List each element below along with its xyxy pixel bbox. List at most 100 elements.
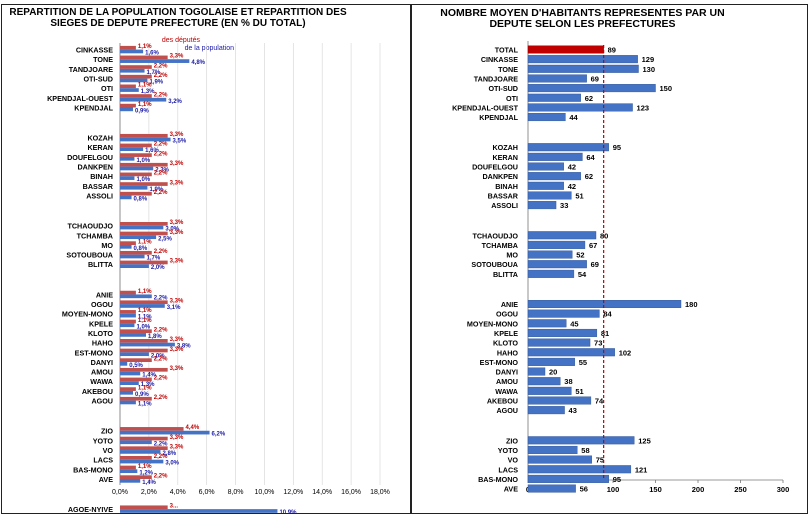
bar-blitta <box>527 269 575 278</box>
category-label-haho: HAHO <box>92 339 114 348</box>
bar-population-kpendjal <box>120 107 133 112</box>
bar-population-haho <box>120 342 175 347</box>
bar-population-assoli <box>120 195 132 200</box>
data-label-bas-mono: 95 <box>613 475 621 484</box>
bar-population-anie <box>120 294 152 299</box>
bar-agou <box>527 406 565 415</box>
data-label-population: 2,0% <box>151 353 165 359</box>
data-label-population: 1,2% <box>139 470 153 476</box>
data-label-oti: 62 <box>585 94 593 103</box>
category-label-amou: AMOU <box>496 377 518 386</box>
data-label-population: 3,1% <box>167 305 181 311</box>
data-label-kpendjal-ouest: 123 <box>637 103 650 112</box>
data-label-population: 3,5% <box>173 139 187 145</box>
data-label-bassar: 51 <box>575 191 583 200</box>
data-label-kozah: 95 <box>613 143 621 152</box>
bar-deputes-bas-mono <box>120 465 136 470</box>
category-label-ave: AVE <box>504 485 518 494</box>
data-label-deputes: 2,2% <box>154 249 168 255</box>
category-label-yoto: YOTO <box>498 446 519 455</box>
data-label-population: 0,8% <box>134 246 148 252</box>
bar-deputes-keran <box>120 143 152 148</box>
data-label-ogou: 84 <box>603 310 612 319</box>
bar-kpele <box>527 328 598 337</box>
data-label-deputes: 1,1% <box>138 102 152 108</box>
data-label-population: 1,9% <box>149 187 163 193</box>
data-label-population: 1,7% <box>147 256 161 262</box>
category-label-kozah: KOZAH <box>87 134 113 143</box>
bar-deputes-ogou <box>120 300 168 305</box>
data-label-population: 3,2% <box>168 99 182 105</box>
bar-deputes-cinkasse <box>120 45 136 50</box>
x-tick-label: 6,0% <box>199 489 215 496</box>
category-label-dankpen: DANKPEN <box>77 163 113 172</box>
x-tick-label: 250 <box>734 485 747 494</box>
bar-sotouboua <box>527 260 587 269</box>
category-label-oti: OTI <box>101 84 113 93</box>
data-label-deputes: 2,2% <box>154 356 168 362</box>
category-label-ogou: OGOU <box>91 300 113 309</box>
data-label-population: 3,0% <box>165 227 179 233</box>
category-label-zio: ZIO <box>506 436 518 445</box>
data-label-danyi: 20 <box>549 368 557 377</box>
bar-deputes-wawa <box>120 377 152 382</box>
data-label-keran: 64 <box>586 153 595 162</box>
bar-deputes-oti-sud <box>120 74 152 79</box>
category-label-oti-sud: OTI-SUD <box>83 74 113 83</box>
category-label-cinkasse: CINKASSE <box>481 55 518 64</box>
category-label-anie: ANIE <box>501 300 518 309</box>
data-label-population: 0,8% <box>134 196 148 202</box>
data-label-deputes: 3,3% <box>170 132 184 138</box>
bar-est-mono <box>527 357 575 366</box>
bar-deputes-danyi <box>120 358 152 362</box>
category-label-kpendjal-ouest: KPENDJAL-OUEST <box>47 94 114 103</box>
bar-deputes-tandjoare <box>120 65 152 69</box>
category-label-yoto: YOTO <box>93 436 114 445</box>
data-label-population: 2,3% <box>155 168 169 174</box>
data-label-deputes: 3,3% <box>170 444 184 450</box>
category-label-tandjoare: TANDJOARE <box>69 65 113 74</box>
data-label-population: 1,1% <box>138 402 152 408</box>
data-label-population: 1,3% <box>141 89 155 95</box>
x-tick-label: 200 <box>692 485 705 494</box>
bar-ogou <box>527 309 600 318</box>
bar-population-cinkasse <box>120 49 144 54</box>
data-label-kloto: 73 <box>594 339 602 348</box>
data-label-deputes: 2,2% <box>154 376 168 382</box>
data-label-total: 89 <box>608 46 616 55</box>
bar-deputes-akebou <box>120 387 136 391</box>
category-label-dankpen: DANKPEN <box>482 172 518 181</box>
bar-deputes-agou <box>120 396 152 401</box>
data-label-tandjoare: 69 <box>591 74 599 83</box>
data-label-blitta: 54 <box>578 270 587 279</box>
category-label-blitta: BLITTA <box>88 260 113 269</box>
bar-population-sotouboua <box>120 254 145 259</box>
data-label-population: 1,6% <box>145 148 159 154</box>
bar-deputes-assoli <box>120 191 152 196</box>
bar-deputes-est-mono <box>120 348 168 353</box>
bar-population-blitta <box>120 264 149 268</box>
data-label-population: 4,8% <box>191 60 205 66</box>
data-label-agou: 43 <box>569 406 577 415</box>
bar-population-tchaoudjo <box>120 225 164 230</box>
category-label-kpele: KPELE <box>494 329 518 338</box>
category-label-anie: ANIE <box>96 290 113 299</box>
habitants-par-depute-chart-panel: NOMBRE MOYEN D'HABITANTS REPRESENTES PAR… <box>411 4 808 514</box>
data-label-assoli: 33 <box>560 201 568 210</box>
data-label-oti-sud: 150 <box>660 84 673 93</box>
bar-moyen-mono <box>527 319 567 328</box>
bar-population-ogou <box>120 304 165 308</box>
bar-deputes-kpele <box>120 319 136 324</box>
bar-population-mo <box>120 245 132 249</box>
data-label-kpele: 81 <box>601 329 609 338</box>
bar-deputes-mo <box>120 241 136 245</box>
bar-haho <box>527 348 615 357</box>
x-tick-label: 10,0% <box>255 489 275 496</box>
data-label-population: 1,9% <box>149 79 163 85</box>
legend-population: de la population <box>184 45 234 52</box>
bar-deputes-tchaoudjo <box>120 222 168 226</box>
bar-oti <box>527 93 581 102</box>
data-label-population: 10,9% <box>279 510 297 513</box>
category-label-cinkasse: CINKASSE <box>76 46 113 55</box>
bar-population-oti <box>120 88 139 92</box>
